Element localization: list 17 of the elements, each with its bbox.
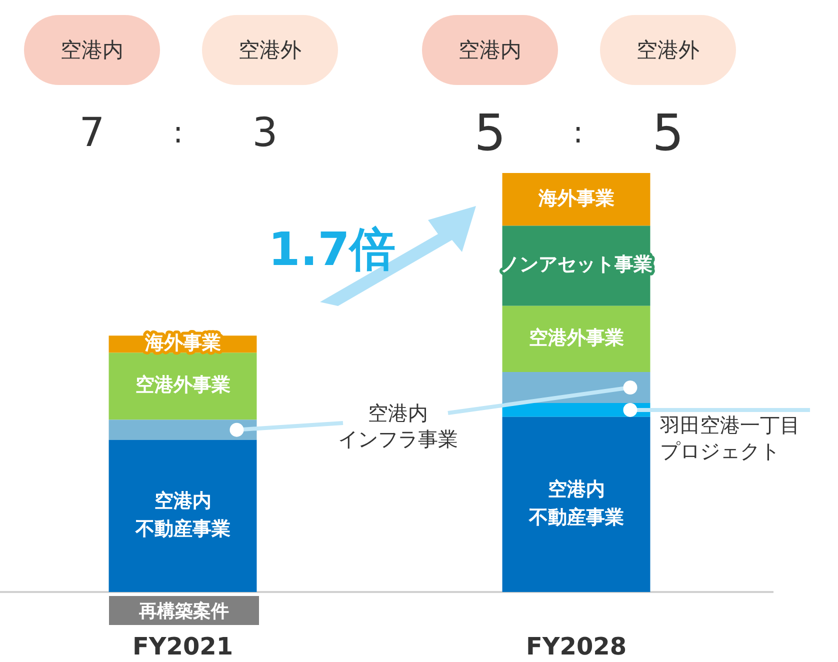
text: 再構築案件 <box>109 596 259 625</box>
text: 海外事業 <box>538 187 614 210</box>
series-label: 空港内不動産事業 <box>134 490 230 540</box>
text: 空港外 <box>600 15 736 85</box>
text: 空港外 <box>202 15 338 85</box>
text: 空港内 <box>422 15 558 85</box>
annotation: 1.7倍 <box>268 221 396 278</box>
text: 空港外事業 <box>135 374 230 396</box>
text: 空港内 <box>24 15 160 85</box>
series-label: 空港外事業 <box>528 326 624 349</box>
x-tick-label: FY2021 <box>132 632 234 661</box>
text: 空港内不動産事業 <box>528 478 624 528</box>
text: 5 : 5 <box>474 104 684 162</box>
x-tick-label: FY2028 <box>526 632 627 661</box>
text: 空港内インフラ事業 <box>338 401 458 452</box>
series-label: 羽田空港一丁目プロジェクト <box>659 413 800 464</box>
text: 7 : 3 <box>79 110 278 156</box>
